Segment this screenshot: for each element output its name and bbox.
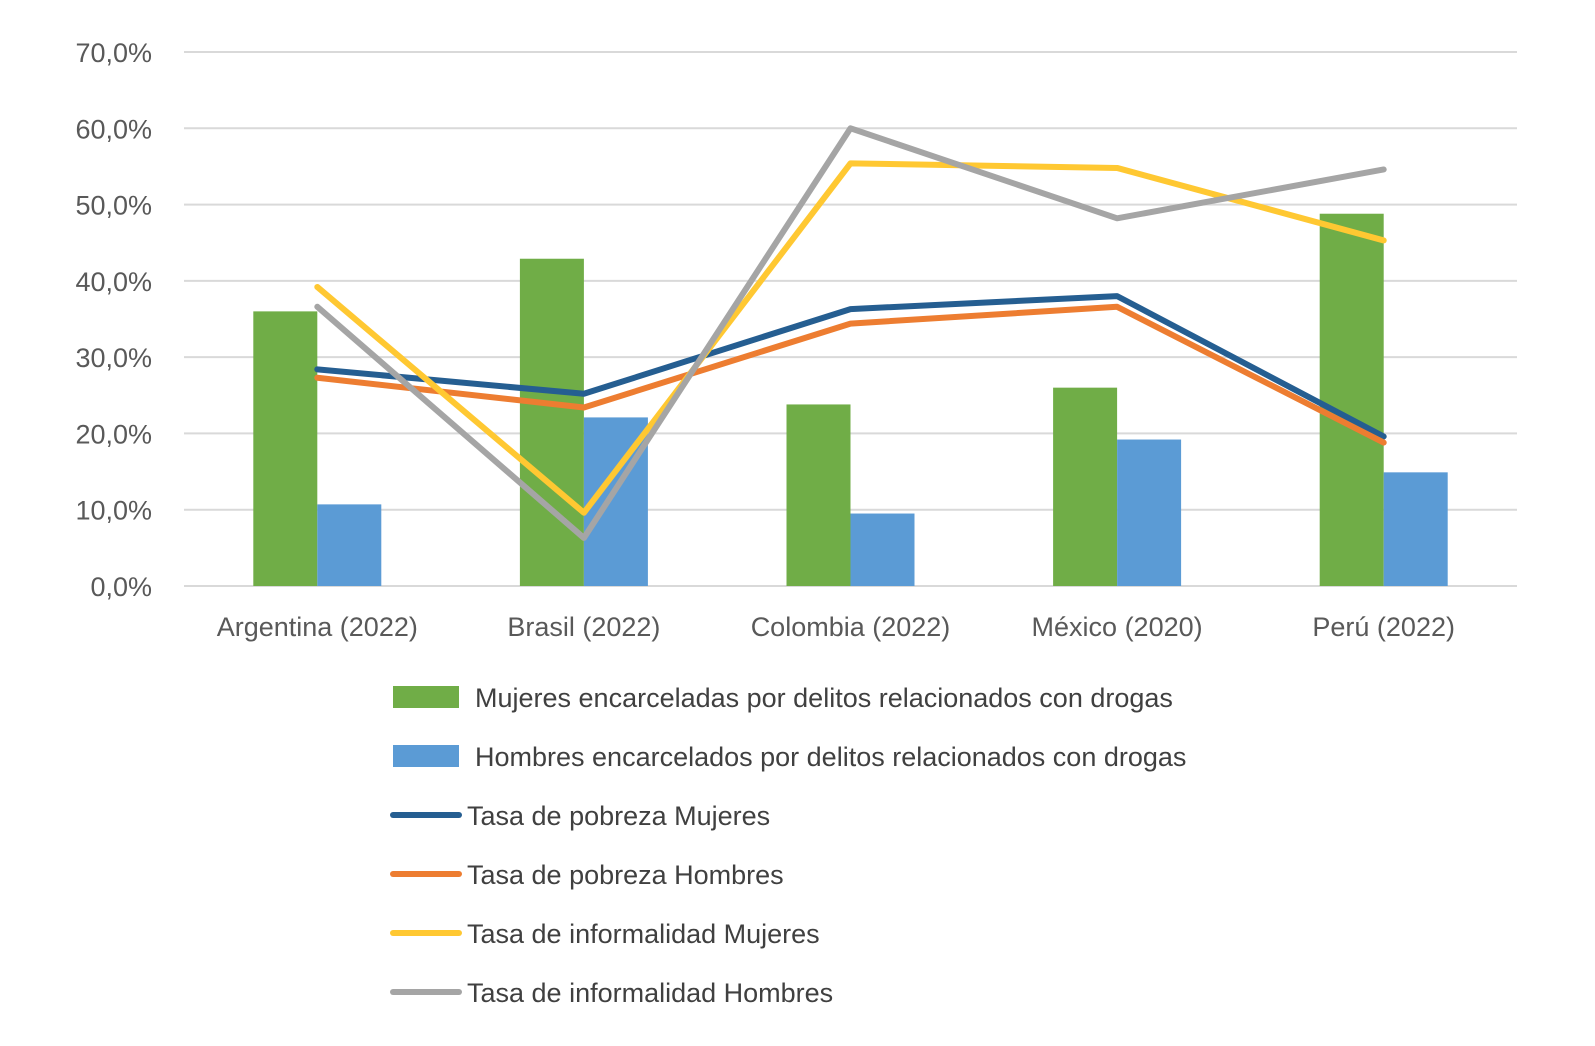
y-tick-label: 10,0%: [75, 496, 152, 526]
bar-mujeres: [519, 258, 584, 586]
bar-hombres: [317, 504, 382, 586]
y-tick-label: 50,0%: [75, 191, 152, 221]
bar-hombres: [850, 513, 915, 586]
y-tick-label: 0,0%: [90, 572, 152, 602]
bar-hombres: [1383, 472, 1448, 586]
legend-swatch: [393, 686, 459, 708]
series-lines: [314, 125, 1387, 541]
bar-mujeres: [1053, 387, 1118, 586]
legend-entry: Tasa de pobreza Mujeres: [390, 801, 770, 831]
y-tick-label: 70,0%: [75, 38, 152, 68]
legend: Mujeres encarceladas por delitos relacio…: [390, 683, 1186, 1008]
y-tick-label: 60,0%: [75, 114, 152, 144]
y-tick-label: 20,0%: [75, 419, 152, 449]
series-line-pobreza-mujeres: [314, 293, 1387, 440]
legend-entry: Hombres encarcelados por delitos relacio…: [393, 742, 1186, 772]
y-axis-tick-labels: 0,0% 10,0% 20,0% 30,0% 40,0% 50,0% 60,0% 70,0%: [75, 38, 152, 602]
legend-entry: Tasa de pobreza Hombres: [390, 860, 784, 890]
x-tick-label: Argentina (2022): [217, 612, 418, 642]
bar-mujeres: [1319, 213, 1384, 586]
legend-swatch: [393, 745, 459, 767]
legend-label: Tasa de pobreza Mujeres: [467, 801, 770, 831]
series-line-informalidad-hombres: [314, 125, 1387, 541]
x-tick-label: Brasil (2022): [507, 612, 660, 642]
legend-label: Tasa de informalidad Hombres: [467, 978, 833, 1008]
bars: [253, 213, 1448, 586]
legend-label: Tasa de pobreza Hombres: [467, 860, 784, 890]
bar-mujeres: [253, 311, 318, 586]
series-line-informalidad-mujeres: [314, 160, 1387, 516]
x-axis-tick-labels: Argentina (2022) Brasil (2022) Colombia (2…: [217, 612, 1455, 642]
x-tick-label: Perú (2022): [1312, 612, 1455, 642]
x-tick-label: México (2020): [1032, 612, 1203, 642]
bar-hombres: [1117, 439, 1182, 586]
legend-entry: Tasa de informalidad Mujeres: [390, 919, 820, 949]
y-tick-label: 40,0%: [75, 267, 152, 297]
legend-label: Tasa de informalidad Mujeres: [467, 919, 820, 949]
legend-entry: Tasa de informalidad Hombres: [390, 978, 833, 1008]
legend-label: Mujeres encarceladas por delitos relacio…: [475, 683, 1173, 713]
bar-mujeres: [786, 404, 851, 586]
series-line-pobreza-hombres: [314, 303, 1387, 446]
legend-entry: Mujeres encarceladas por delitos relacio…: [393, 683, 1173, 713]
legend-label: Hombres encarcelados por delitos relacio…: [475, 742, 1186, 772]
x-tick-label: Colombia (2022): [751, 612, 951, 642]
y-tick-label: 30,0%: [75, 343, 152, 373]
